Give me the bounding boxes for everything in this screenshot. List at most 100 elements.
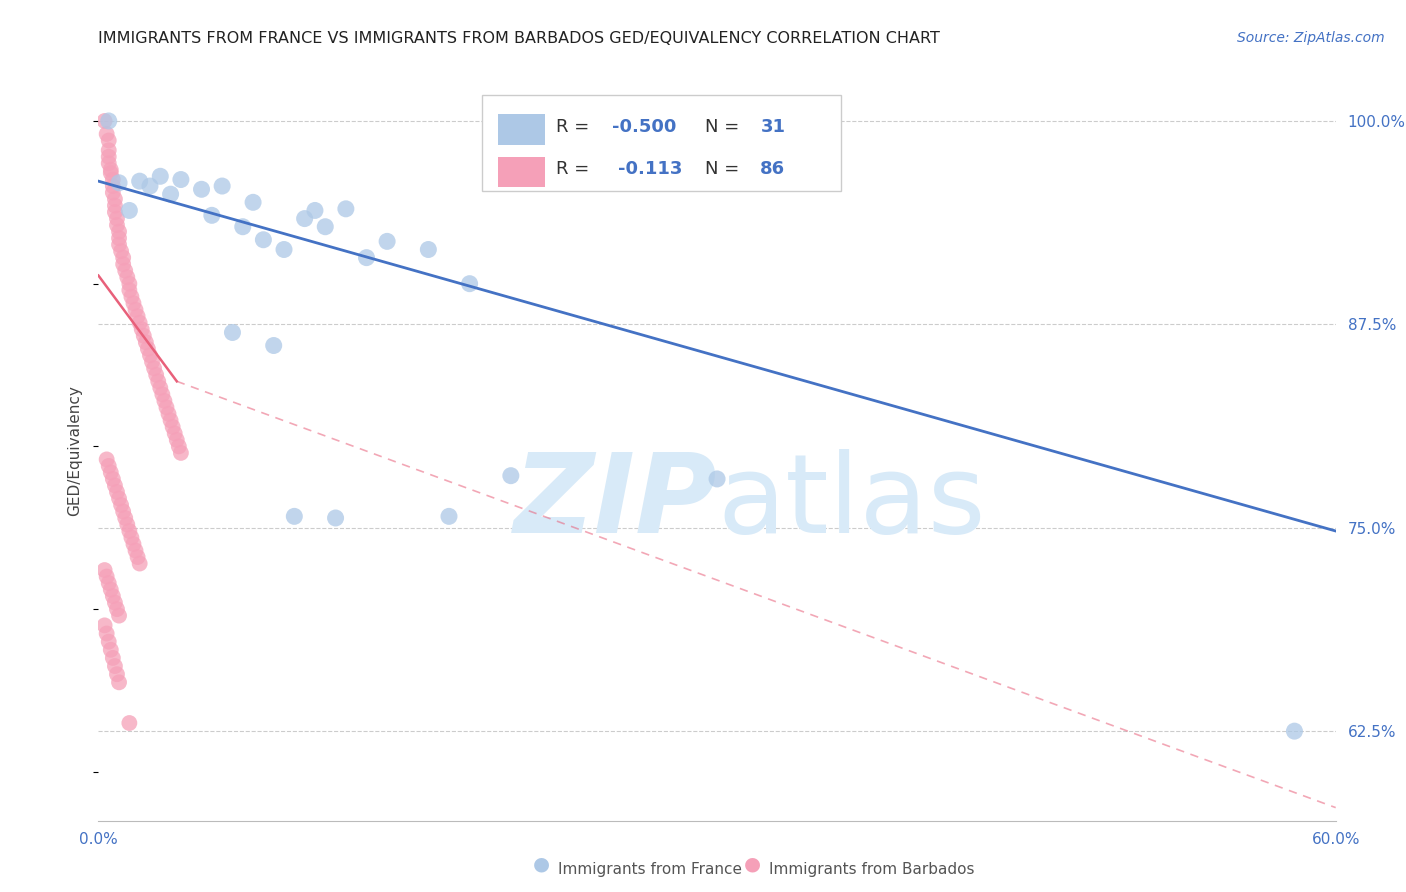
Point (108, 225, 131, 239)
Text: ●: ● (744, 855, 761, 873)
Point (101, 472, 124, 486)
Point (190, 182, 212, 196)
Point (159, 187, 181, 202)
Point (105, 485, 128, 500)
Text: Immigrants from France: Immigrants from France (558, 863, 742, 877)
Point (153, 393, 176, 408)
Point (108, 608, 131, 623)
Point (104, 659, 127, 673)
Point (141, 355, 163, 369)
FancyBboxPatch shape (498, 114, 546, 145)
Point (100, 162, 122, 177)
Point (108, 675, 131, 690)
Point (110, 498, 132, 512)
Point (167, 439, 190, 453)
Point (101, 589, 124, 603)
Point (93, 618, 115, 632)
Point (96, 452, 118, 467)
Point (114, 263, 136, 277)
Point (325, 511, 347, 525)
Point (150, 387, 173, 401)
Point (118, 716, 141, 731)
Text: atlas: atlas (717, 449, 986, 556)
Point (97, 143, 120, 157)
Point (124, 302, 146, 317)
Point (112, 251, 135, 265)
Point (132, 328, 155, 343)
Point (108, 231, 131, 245)
Point (104, 478, 127, 492)
Point (122, 296, 145, 310)
Point (117, 270, 139, 285)
Point (97, 150, 120, 164)
Point (110, 244, 132, 259)
Point (139, 348, 162, 362)
Point (101, 651, 124, 665)
Text: R =: R = (557, 161, 607, 178)
Point (101, 172, 124, 186)
Text: -0.500: -0.500 (612, 118, 676, 136)
Point (127, 549, 149, 564)
Point (128, 174, 150, 188)
Point (145, 368, 167, 382)
Point (97, 156, 120, 170)
Point (105, 667, 128, 681)
Point (100, 642, 122, 657)
Point (304, 203, 326, 218)
Point (242, 195, 264, 210)
Text: -0.113: -0.113 (619, 161, 682, 178)
Point (97, 114, 120, 128)
Point (263, 338, 285, 352)
Point (252, 233, 274, 247)
Point (232, 219, 254, 234)
Point (104, 596, 127, 610)
Text: Immigrants from Barbados: Immigrants from Barbados (769, 863, 974, 877)
Point (96, 626, 118, 640)
Y-axis label: GED/Equivalency: GED/Equivalency (67, 385, 83, 516)
Point (100, 582, 122, 597)
Point (97, 634, 120, 648)
Text: Source: ZipAtlas.com: Source: ZipAtlas.com (1237, 31, 1385, 45)
Point (105, 211, 128, 226)
Point (118, 283, 141, 297)
Point (120, 290, 142, 304)
Point (108, 237, 131, 252)
Point (136, 342, 159, 356)
Point (201, 208, 224, 222)
Point (294, 211, 316, 226)
Point (118, 277, 141, 291)
Point (97, 576, 120, 591)
Point (100, 166, 122, 180)
Point (101, 179, 124, 194)
FancyBboxPatch shape (482, 95, 841, 192)
Point (128, 557, 150, 571)
Point (97, 458, 120, 473)
Point (108, 491, 131, 506)
Text: 31: 31 (761, 118, 786, 136)
Point (124, 543, 146, 558)
Point (437, 509, 460, 524)
Point (149, 169, 172, 184)
Point (335, 202, 357, 216)
Point (105, 218, 128, 232)
Point (128, 316, 150, 330)
Point (96, 127, 118, 141)
Point (105, 602, 128, 616)
Point (162, 420, 184, 434)
Text: 86: 86 (761, 161, 786, 178)
Point (100, 466, 122, 480)
Point (112, 504, 135, 518)
Text: ●: ● (533, 855, 550, 873)
Text: N =: N = (704, 161, 745, 178)
Point (283, 509, 305, 524)
Point (114, 511, 136, 525)
Point (127, 310, 149, 324)
Point (170, 172, 193, 186)
Point (143, 361, 166, 376)
Point (93, 114, 115, 128)
Point (170, 446, 193, 460)
Point (97, 133, 120, 147)
Point (157, 407, 180, 421)
Point (101, 186, 124, 200)
Point (104, 192, 127, 206)
